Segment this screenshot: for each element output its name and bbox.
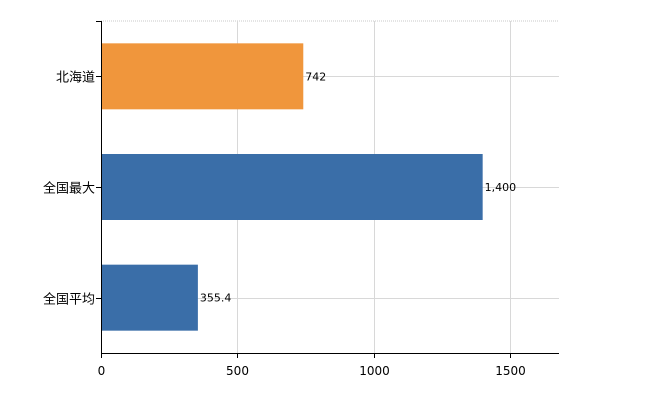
category-label: 北海道 <box>56 71 95 86</box>
data-label: 1,400 <box>485 181 516 194</box>
x-tick-label: 0 <box>98 364 106 378</box>
bar-1 <box>101 43 304 110</box>
x-tick-label: 1500 <box>495 364 526 378</box>
bar-2 <box>101 154 483 220</box>
bar-3 <box>101 264 198 331</box>
data-label: 355.4 <box>200 292 232 305</box>
x-tick-label: 500 <box>226 364 249 378</box>
data-label: 742 <box>305 70 326 83</box>
bars <box>101 43 483 331</box>
x-tick-label: 1000 <box>359 364 390 378</box>
category-label: 全国平均 <box>43 292 95 308</box>
axes <box>96 21 559 358</box>
category-label: 全国最大 <box>43 181 95 197</box>
